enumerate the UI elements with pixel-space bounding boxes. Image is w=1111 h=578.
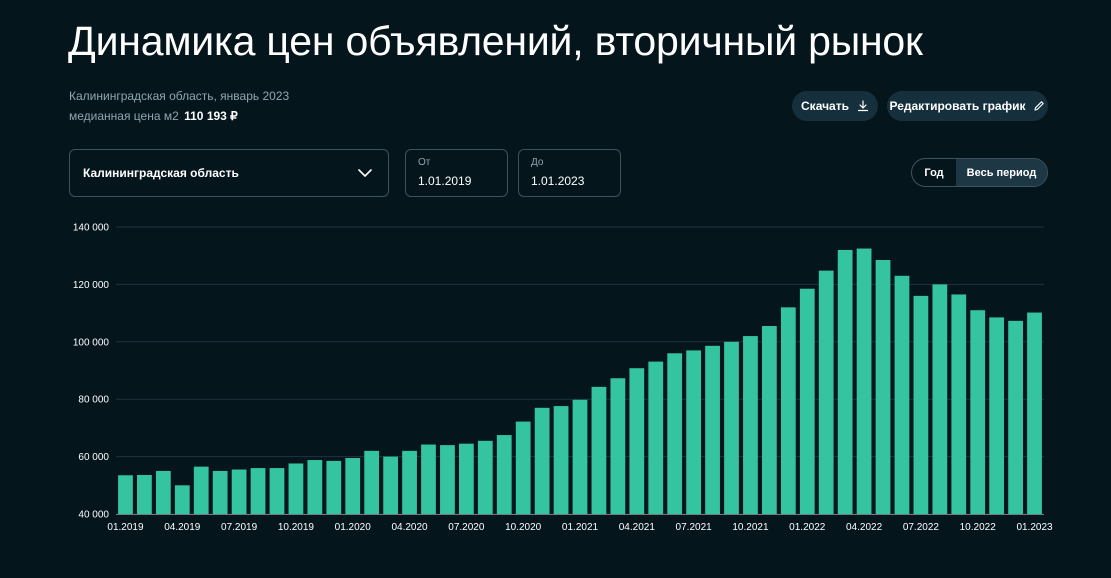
- region-select[interactable]: Калининградская область: [69, 149, 389, 197]
- x-tick-label: 04.2022: [846, 522, 883, 533]
- bar: [894, 275, 910, 514]
- median-price-value: 110 193 ₽: [184, 109, 238, 123]
- x-tick-label: 07.2022: [903, 522, 940, 533]
- y-tick-label: 40 000: [78, 510, 109, 521]
- bar: [402, 450, 417, 514]
- x-tick-label: 01.2019: [107, 522, 144, 533]
- edit-chart-button-label: Редактировать график: [889, 99, 1026, 113]
- bar: [231, 469, 247, 514]
- bar: [174, 485, 190, 514]
- bar: [364, 450, 380, 514]
- y-tick-label: 100 000: [73, 337, 110, 348]
- bar: [591, 386, 607, 514]
- bar: [515, 421, 531, 514]
- bar: [572, 399, 588, 514]
- x-tick-label: 10.2019: [278, 522, 315, 533]
- bar: [345, 458, 361, 514]
- date-from-value: 1.01.2019: [418, 174, 472, 188]
- bar: [989, 317, 1005, 514]
- bar: [383, 456, 398, 514]
- bar: [724, 341, 739, 514]
- bar: [913, 295, 929, 514]
- download-button[interactable]: Скачать: [792, 91, 878, 121]
- x-tick-label: 01.2021: [562, 522, 599, 533]
- x-tick-label: 10.2020: [505, 522, 542, 533]
- bar: [193, 466, 209, 514]
- bar: [667, 353, 683, 514]
- chevron-down-icon: [358, 166, 372, 180]
- bar: [686, 350, 702, 514]
- x-tick-label: 07.2019: [221, 522, 258, 533]
- period-toggle: Год Весь период: [911, 158, 1048, 187]
- bar: [875, 260, 891, 514]
- bar: [250, 468, 266, 514]
- median-price-label: медианная цена м2: [69, 109, 179, 123]
- bar: [496, 435, 512, 514]
- period-option-year[interactable]: Год: [924, 166, 944, 179]
- bar: [932, 284, 948, 514]
- bar: [648, 361, 664, 514]
- bar: [458, 443, 474, 514]
- x-tick-label: 04.2021: [619, 522, 656, 533]
- bar: [288, 463, 304, 514]
- bar: [762, 326, 777, 514]
- median-price: медианная цена м2 110 193 ₽: [69, 109, 238, 123]
- period-option-all[interactable]: Весь период: [956, 159, 1047, 186]
- bar: [440, 445, 455, 514]
- bar: [477, 440, 493, 514]
- date-to-field[interactable]: До 1.01.2023: [518, 149, 621, 197]
- chart-subtitle: Калининградская область, январь 2023: [69, 89, 290, 103]
- bar: [837, 249, 853, 514]
- bar: [1027, 312, 1042, 514]
- bar: [856, 248, 872, 514]
- bar: [1008, 320, 1023, 514]
- region-select-value: Калининградская область: [83, 166, 239, 180]
- bar: [155, 470, 171, 514]
- date-from-label: От: [418, 157, 431, 168]
- x-tick-label: 04.2019: [164, 522, 201, 533]
- bar: [818, 270, 834, 514]
- page-title: Динамика цен объявлений, вторичный рынок: [68, 18, 923, 64]
- bar: [629, 368, 645, 514]
- y-tick-label: 120 000: [73, 280, 110, 291]
- bar: [799, 288, 815, 514]
- bar: [951, 294, 967, 514]
- bar: [610, 378, 626, 514]
- bar: [307, 460, 323, 514]
- bar: [421, 444, 436, 514]
- x-tick-label: 07.2021: [676, 522, 713, 533]
- bar: [780, 307, 796, 514]
- bar: [212, 470, 228, 514]
- date-to-value: 1.01.2023: [531, 174, 585, 188]
- bar: [118, 475, 133, 514]
- download-button-label: Скачать: [801, 99, 849, 113]
- y-tick-label: 80 000: [78, 395, 109, 406]
- pencil-icon: [1033, 100, 1045, 112]
- y-tick-label: 140 000: [73, 223, 110, 234]
- bar: [553, 406, 569, 514]
- x-tick-label: 01.2022: [789, 522, 826, 533]
- x-tick-label: 04.2020: [391, 522, 428, 533]
- bar: [326, 460, 342, 514]
- y-tick-label: 60 000: [78, 452, 109, 463]
- x-tick-label: 01.2023: [1016, 522, 1053, 533]
- date-to-label: До: [531, 157, 544, 168]
- x-tick-label: 01.2020: [335, 522, 372, 533]
- bar: [269, 468, 285, 514]
- bar: [534, 407, 550, 514]
- bar: [705, 345, 720, 514]
- x-tick-label: 10.2021: [732, 522, 769, 533]
- x-tick-label: 07.2020: [448, 522, 485, 533]
- download-icon: [857, 100, 869, 112]
- bar: [743, 336, 758, 514]
- bar: [137, 474, 152, 514]
- x-tick-label: 10.2022: [960, 522, 997, 533]
- bar: [970, 310, 986, 514]
- edit-chart-button[interactable]: Редактировать график: [887, 91, 1048, 121]
- date-from-field[interactable]: От 1.01.2019: [405, 149, 508, 197]
